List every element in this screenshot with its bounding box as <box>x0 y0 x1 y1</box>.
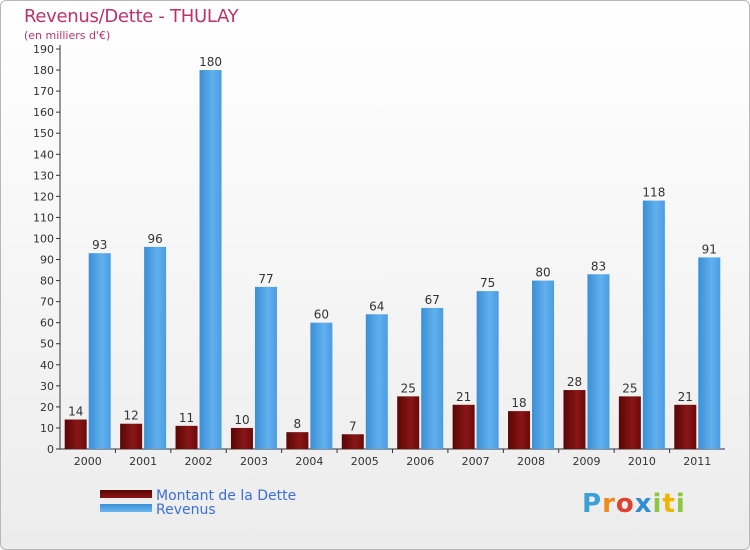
data-label: 21 <box>456 390 471 404</box>
data-label: 10 <box>234 413 249 427</box>
y-tick-label: 20 <box>40 401 54 414</box>
x-tick-label: 2006 <box>406 455 434 468</box>
bar-debt <box>120 423 143 449</box>
logo-letter: i <box>652 489 663 519</box>
y-tick-label: 90 <box>40 254 54 267</box>
y-tick-label: 160 <box>33 106 54 119</box>
logo-letter: o <box>615 489 635 519</box>
logo-letter: r <box>602 489 616 519</box>
y-tick-label: 50 <box>40 338 54 351</box>
x-tick-label: 2003 <box>240 455 268 468</box>
y-tick-label: 190 <box>33 43 54 56</box>
x-tick-label: 2010 <box>628 455 656 468</box>
bar-debt <box>618 396 641 449</box>
data-label: 25 <box>622 381 637 395</box>
data-label: 64 <box>369 299 384 313</box>
x-tick-label: 2005 <box>351 455 379 468</box>
bar-debt <box>563 390 586 449</box>
y-tick-label: 130 <box>33 169 54 182</box>
chart-subtitle: (en milliers d'€) <box>24 29 111 42</box>
proxiti-logo: Proxiti <box>582 489 686 519</box>
x-tick-label: 2004 <box>295 455 323 468</box>
y-tick-label: 70 <box>40 296 54 309</box>
bar-debt <box>674 404 697 449</box>
bar-debt <box>397 396 420 449</box>
data-label: 118 <box>642 186 665 200</box>
y-tick-label: 140 <box>33 148 54 161</box>
bar-revenue <box>587 274 610 449</box>
y-tick-label: 170 <box>33 85 54 98</box>
bar-debt <box>452 404 475 449</box>
y-tick-label: 40 <box>40 359 54 372</box>
y-tick-label: 0 <box>47 443 54 456</box>
data-label: 28 <box>567 375 582 389</box>
x-tick-label: 2011 <box>683 455 711 468</box>
x-tick-label: 2007 <box>462 455 490 468</box>
legend-label-revenue: Revenus <box>156 502 216 518</box>
legend-swatch-debt <box>100 490 152 498</box>
data-label: 80 <box>535 266 550 280</box>
data-label: 67 <box>425 293 440 307</box>
bar-revenue <box>421 307 444 449</box>
x-tick-label: 2001 <box>129 455 157 468</box>
bar-revenue <box>310 322 333 449</box>
bar-debt <box>64 419 87 449</box>
y-tick-label: 150 <box>33 127 54 140</box>
bar-debt <box>508 411 531 449</box>
y-tick-label: 100 <box>33 232 54 245</box>
bar-revenue <box>88 253 111 449</box>
y-tick-label: 30 <box>40 380 54 393</box>
data-label: 14 <box>68 405 83 419</box>
data-label: 60 <box>314 308 329 322</box>
legend-swatch-revenue <box>100 504 152 512</box>
data-label: 11 <box>179 411 194 425</box>
bar-debt <box>286 432 309 449</box>
x-tick-label: 2009 <box>572 455 600 468</box>
data-label: 25 <box>401 381 416 395</box>
logo-letter: t <box>662 489 676 519</box>
logo-letter: i <box>675 489 686 519</box>
y-tick-label: 180 <box>33 64 54 77</box>
data-label: 75 <box>480 276 495 290</box>
bar-revenue <box>254 286 277 449</box>
bar-revenue <box>476 291 499 449</box>
data-label: 96 <box>147 232 162 246</box>
legend-label-debt: Montant de la Dette <box>156 488 297 504</box>
x-tick-label: 2000 <box>74 455 102 468</box>
bar-revenue <box>199 70 222 449</box>
data-label: 21 <box>678 390 693 404</box>
data-label: 7 <box>349 419 357 433</box>
x-tick-label: 2008 <box>517 455 545 468</box>
y-tick-label: 80 <box>40 275 54 288</box>
y-tick-label: 10 <box>40 422 54 435</box>
x-tick-label: 2002 <box>185 455 213 468</box>
data-label: 8 <box>294 417 302 431</box>
y-tick-label: 120 <box>33 190 54 203</box>
bar-revenue <box>698 257 721 449</box>
bar-debt <box>341 434 364 449</box>
data-label: 91 <box>702 242 717 256</box>
bar-revenue <box>532 280 555 449</box>
chart-labels: 0 10 20 30 40 50 60 70 80 90 100 110 120 130 140 150 160… <box>33 43 717 468</box>
y-tick-label: 60 <box>40 317 54 330</box>
chart-axes <box>56 45 725 453</box>
bar-revenue <box>642 200 665 449</box>
data-label: 77 <box>258 272 273 286</box>
bar-revenue <box>365 314 388 449</box>
chart-bars <box>64 70 721 449</box>
bar-debt <box>230 427 253 449</box>
data-label: 83 <box>591 259 606 273</box>
bar-revenue <box>144 246 167 449</box>
logo-letter: P <box>582 489 603 519</box>
bar-debt <box>175 425 198 449</box>
data-label: 180 <box>199 55 222 69</box>
data-label: 93 <box>92 238 107 252</box>
data-label: 18 <box>511 396 526 410</box>
data-label: 12 <box>123 409 138 423</box>
y-tick-label: 110 <box>33 211 54 224</box>
chart-title: Revenus/Dette - THULAY <box>24 6 239 27</box>
logo-letter: x <box>634 489 653 519</box>
